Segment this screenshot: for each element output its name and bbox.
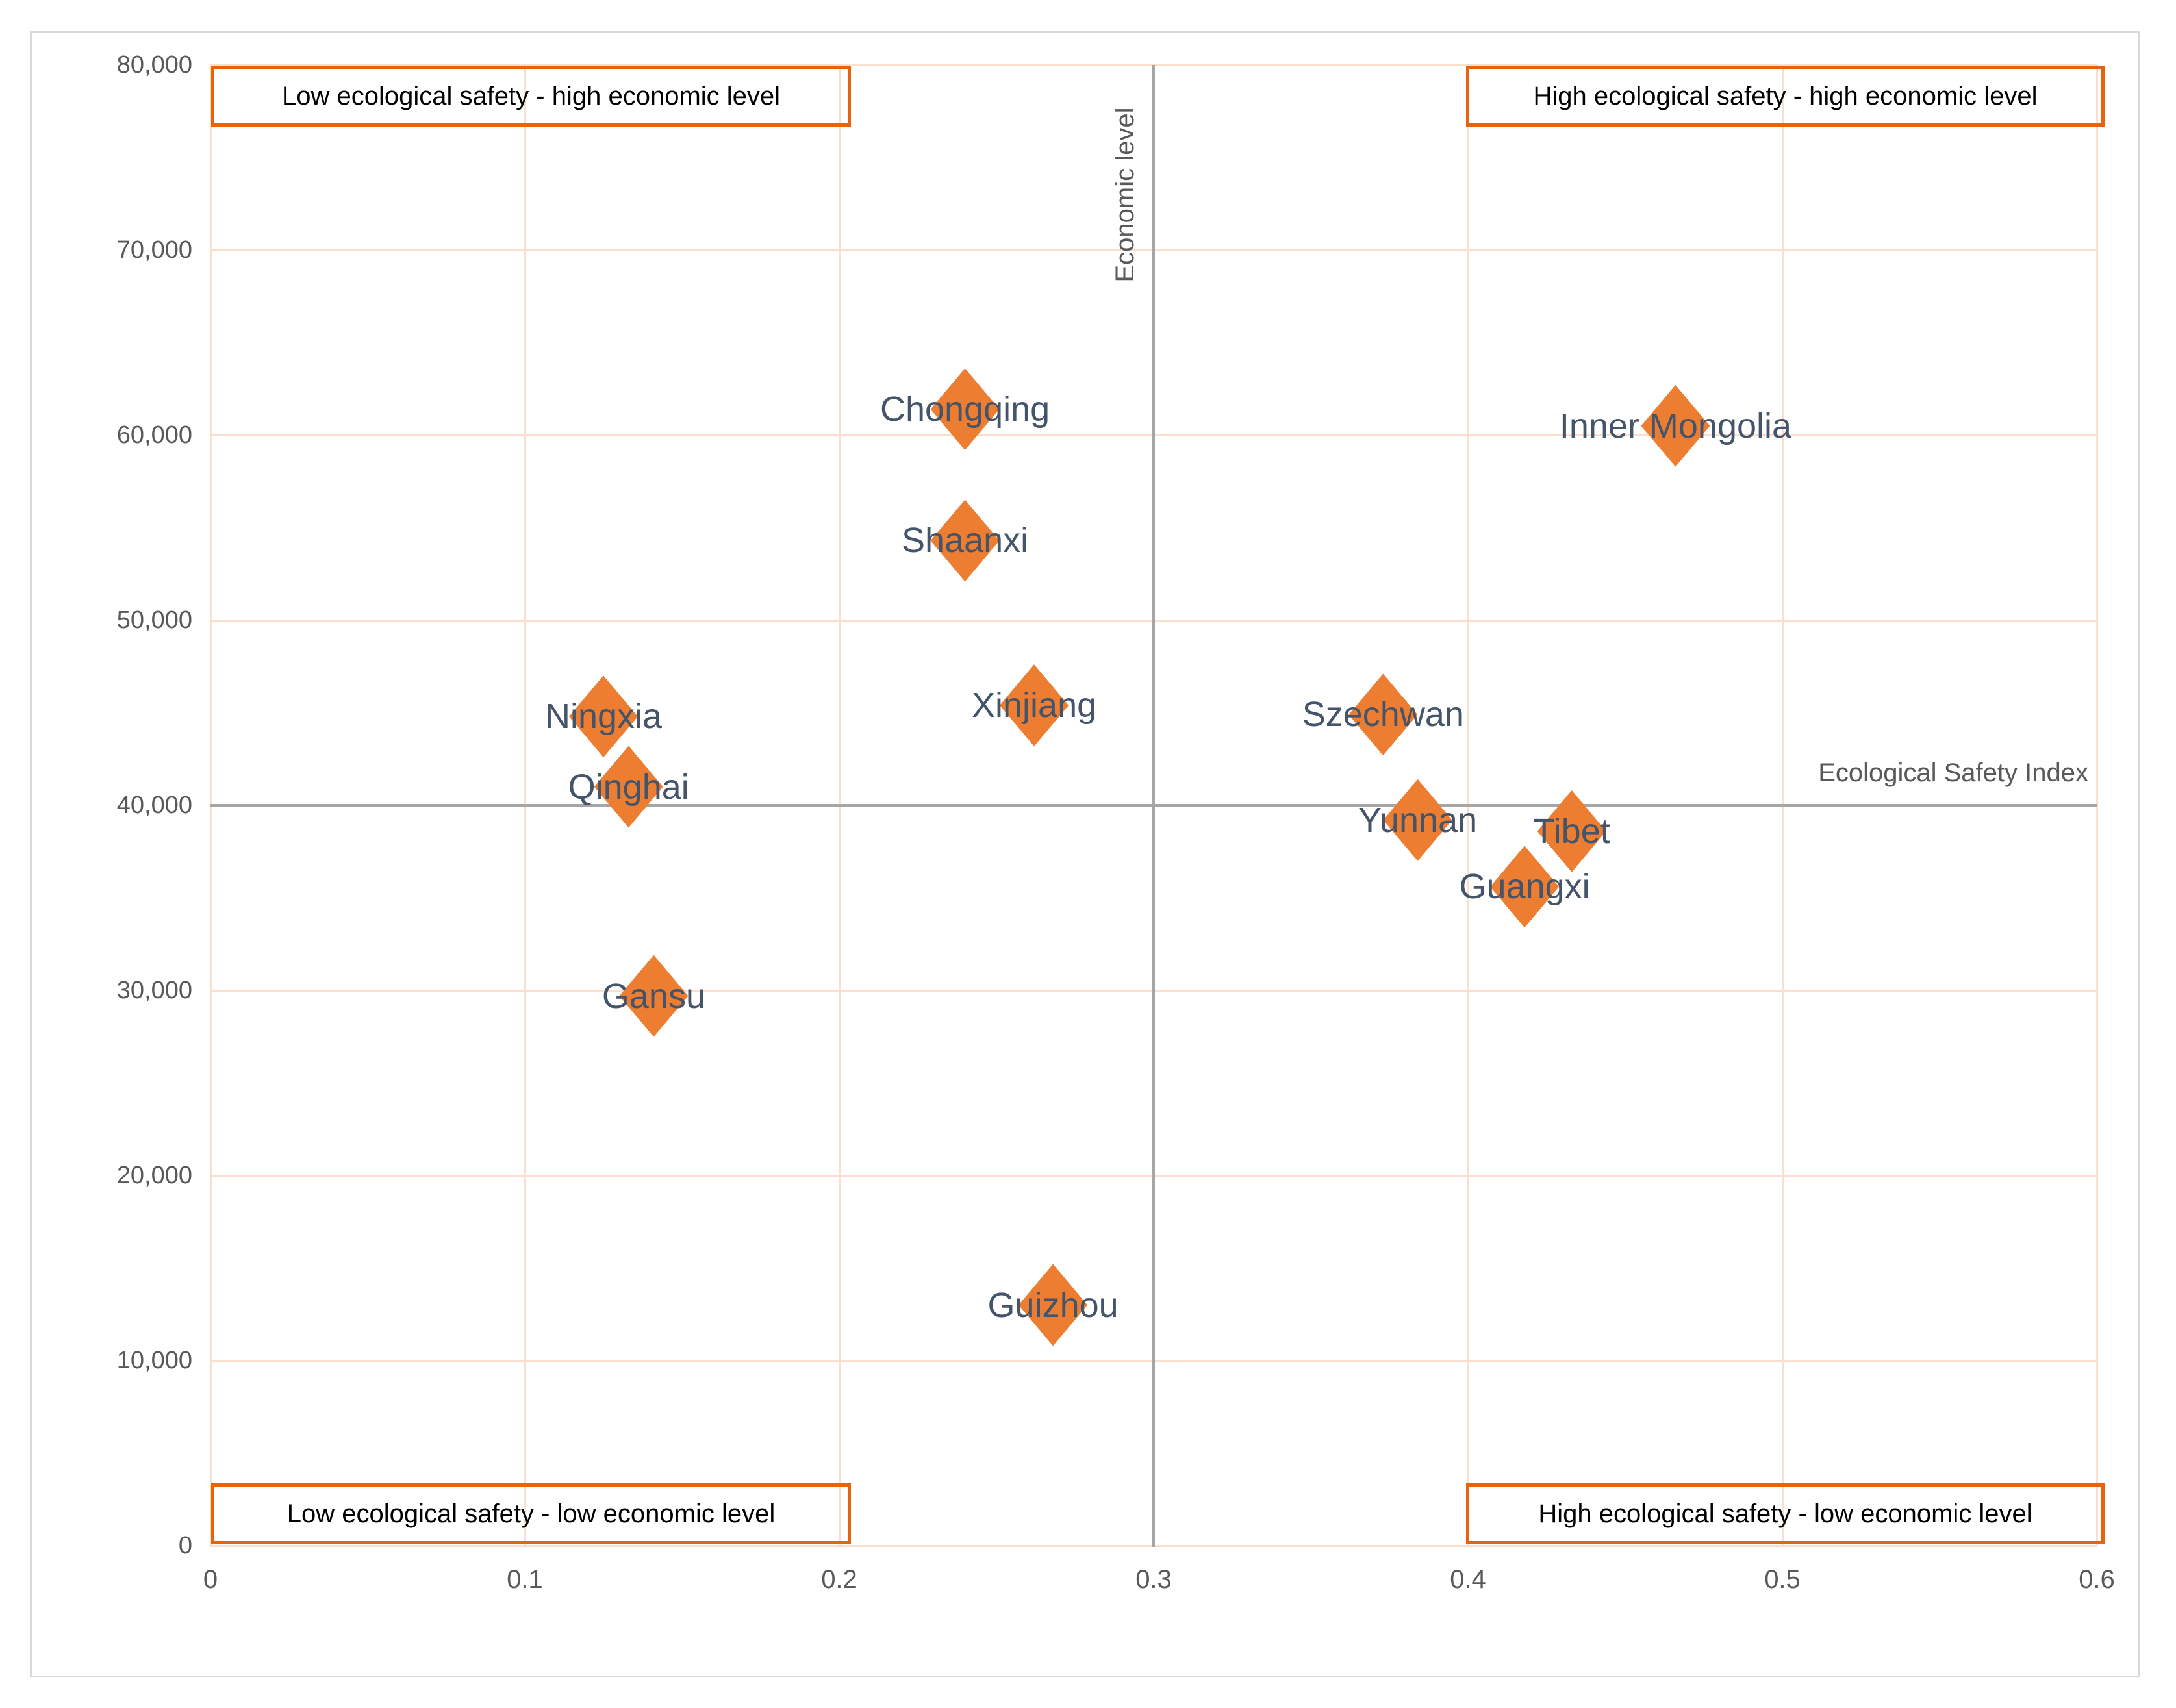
- y-axis-title: Economic level: [1111, 107, 1139, 283]
- point-label-gansu: Gansu: [601, 976, 705, 1016]
- x-tick-label: 0.1: [507, 1565, 543, 1594]
- point-label-ningxia: Ningxia: [544, 697, 663, 736]
- y-tick-label: 80,000: [116, 51, 192, 79]
- x-tick-label: 0.4: [1450, 1565, 1486, 1594]
- x-tick-label: 0.6: [2079, 1565, 2115, 1594]
- horizontal-divider-axis: [210, 804, 2097, 807]
- y-tick-label: 30,000: [116, 977, 192, 1004]
- point-label-tibet: Tibet: [1533, 811, 1610, 851]
- point-label-szechwan: Szechwan: [1302, 695, 1464, 735]
- y-tick-label: 60,000: [116, 421, 192, 449]
- chart-frame-border: [30, 31, 2140, 1677]
- quadrant-label-bottom-right: High ecological safety - low economic le…: [1466, 1483, 2105, 1544]
- x-tick-label: 0.2: [821, 1565, 857, 1594]
- point-label-chongqing: Chongqing: [879, 390, 1050, 429]
- point-label-guangxi: Guangxi: [1459, 867, 1590, 907]
- quadrant-label-top-right: High ecological safety - high economic l…: [1466, 66, 2105, 127]
- point-label-yunnan: Yunnan: [1358, 800, 1478, 840]
- point-label-inner-mongolia: Inner Mongolia: [1559, 406, 1792, 446]
- quadrant-label-bottom-left: Low ecological safety - low economic lev…: [211, 1483, 851, 1544]
- x-axis-title: Ecological Safety Index: [1818, 759, 2088, 787]
- x-tick-label: 0.5: [1764, 1565, 1801, 1594]
- point-label-guizhou: Guizhou: [987, 1285, 1119, 1325]
- x-tick-label: 0.3: [1135, 1565, 1172, 1594]
- y-tick-label: 20,000: [116, 1162, 192, 1189]
- y-tick-label: 70,000: [116, 236, 192, 264]
- y-tick-label: 0: [178, 1532, 192, 1559]
- vertical-gridline: [2096, 65, 2098, 1546]
- point-label-xinjiang: Xinjiang: [972, 686, 1097, 725]
- y-tick-label: 10,000: [116, 1347, 192, 1374]
- y-tick-label: 50,000: [116, 607, 192, 634]
- point-label-shaanxi: Shaanxi: [902, 521, 1029, 560]
- point-label-qinghai: Qinghai: [568, 767, 689, 807]
- quadrant-label-top-left: Low ecological safety - high economic le…: [211, 66, 851, 127]
- x-tick-label: 0: [203, 1565, 218, 1594]
- y-tick-label: 40,000: [116, 792, 192, 819]
